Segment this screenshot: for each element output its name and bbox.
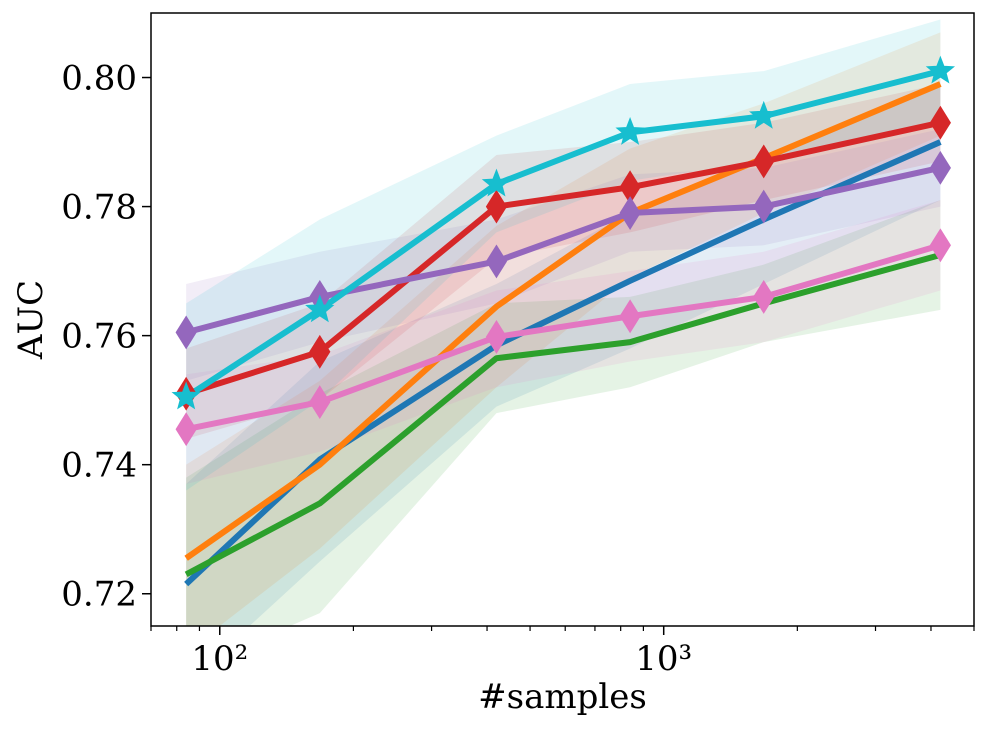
plot-frame [150,12,975,627]
y-axis-ticks: 0.72 0.74 0.76 0.78 0.80 [61,59,151,615]
y-tick-label: 0.80 [61,59,137,99]
marker-pink [309,385,331,420]
marker-pink [485,319,508,354]
marker-cyan [305,294,335,323]
marker-purple [753,189,775,224]
line-green [184,252,942,578]
marker-purple [929,150,951,185]
marker-cyan [481,168,512,197]
marker-pink [175,412,197,447]
x-axis-label: #samples [478,677,647,717]
y-tick-label: 0.72 [61,575,137,615]
marker-pink [929,228,951,263]
marker-red [929,105,951,140]
marker-red [309,334,331,369]
marker-purple [485,244,508,279]
series-lines [184,68,942,587]
marker-cyan [749,100,779,129]
band-blue [186,83,941,626]
y-tick-label: 0.78 [61,188,137,228]
series-markers [171,55,956,447]
marker-pink [753,279,775,314]
marker-cyan [925,55,956,84]
marker-red [485,189,508,224]
x-tick-label: 10³ [635,639,692,679]
y-tick-label: 0.76 [61,317,137,357]
marker-red [753,144,775,179]
marker-purple [175,315,197,350]
line-pink [185,242,942,433]
y-tick-label: 0.74 [61,446,137,486]
x-axis-ticks: 10² 10³ [150,626,975,679]
line-orange [184,81,942,561]
marker-cyan [171,381,201,410]
line-purple [185,164,942,336]
band-red [186,83,941,439]
band-cyan [186,19,941,491]
marker-cyan [615,116,645,145]
x-tick-label: 10² [191,639,248,679]
y-axis-label: AUC [11,280,51,360]
line-red [185,119,942,397]
line-cyan [184,68,942,400]
band-purple [186,129,941,381]
marker-purple [619,196,641,230]
marker-pink [619,299,641,334]
